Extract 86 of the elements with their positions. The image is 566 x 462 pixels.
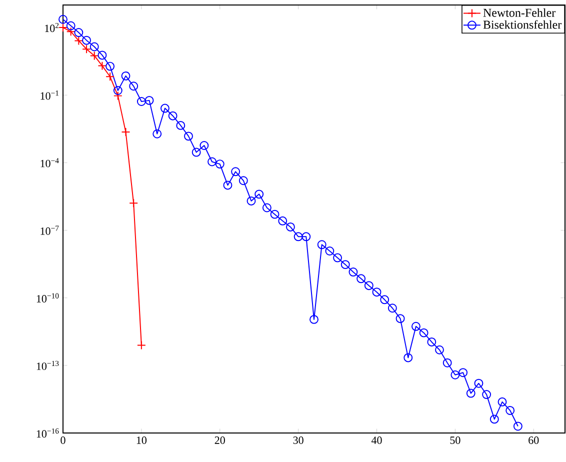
x-tick-label: 40 bbox=[371, 436, 382, 444]
point bbox=[106, 62, 115, 71]
point bbox=[136, 340, 146, 350]
y-tick-label: 10$^{−13}$ bbox=[36, 360, 59, 370]
point bbox=[82, 36, 92, 45]
y-tick-label: 10$^{−16}$ bbox=[36, 428, 59, 438]
point bbox=[160, 104, 170, 113]
point bbox=[136, 97, 146, 106]
point bbox=[372, 288, 382, 297]
point bbox=[294, 232, 303, 242]
x-tick-label: 50 bbox=[450, 436, 460, 444]
point bbox=[427, 337, 436, 346]
legend-label: Bisektionsfehler bbox=[483, 20, 562, 29]
point bbox=[74, 36, 84, 46]
point bbox=[466, 388, 476, 398]
point bbox=[246, 196, 256, 206]
x-tick-label: 0 bbox=[60, 436, 66, 444]
point bbox=[98, 61, 107, 70]
point bbox=[404, 353, 413, 362]
point bbox=[113, 86, 122, 95]
point bbox=[121, 128, 130, 136]
point bbox=[66, 27, 76, 36]
point bbox=[474, 378, 484, 388]
point bbox=[200, 141, 209, 150]
y-tick-label: 10$^{2}$ bbox=[45, 22, 59, 32]
point bbox=[356, 274, 366, 284]
point bbox=[129, 82, 138, 91]
point bbox=[396, 314, 405, 324]
point bbox=[208, 157, 217, 166]
x-tick-label: 20 bbox=[214, 436, 225, 444]
point bbox=[302, 232, 311, 242]
point bbox=[66, 21, 76, 30]
point bbox=[74, 28, 84, 38]
point bbox=[176, 120, 186, 130]
point bbox=[262, 203, 272, 212]
point bbox=[490, 414, 499, 424]
point bbox=[450, 370, 460, 380]
point bbox=[223, 180, 232, 190]
point bbox=[144, 96, 154, 105]
x-tick-label: 60 bbox=[528, 436, 539, 444]
point bbox=[58, 14, 68, 24]
y-tick-label: 10$^{−7}$ bbox=[40, 226, 59, 235]
point bbox=[113, 91, 122, 100]
y-tick-label: 10$^{−1}$ bbox=[40, 90, 59, 100]
point bbox=[238, 176, 248, 186]
point bbox=[388, 304, 397, 313]
point bbox=[442, 358, 452, 368]
point bbox=[498, 397, 507, 406]
point bbox=[270, 210, 280, 219]
point bbox=[58, 23, 68, 32]
point bbox=[411, 322, 420, 331]
point bbox=[184, 132, 193, 141]
point bbox=[192, 148, 201, 157]
point bbox=[129, 198, 138, 208]
point bbox=[506, 406, 515, 415]
point bbox=[435, 345, 444, 354]
point bbox=[231, 167, 240, 176]
point bbox=[317, 240, 326, 250]
legend-label: Newton-Fehler bbox=[483, 8, 556, 17]
point bbox=[286, 222, 295, 232]
point bbox=[458, 368, 468, 378]
point bbox=[340, 260, 350, 270]
point bbox=[364, 281, 374, 290]
point bbox=[215, 160, 224, 169]
point bbox=[254, 190, 264, 199]
y-tick-label: 10$^{−4}$ bbox=[40, 158, 59, 168]
point bbox=[310, 314, 318, 324]
point bbox=[90, 42, 99, 52]
point bbox=[121, 71, 130, 80]
point bbox=[333, 253, 342, 262]
point bbox=[513, 422, 522, 431]
point bbox=[106, 72, 115, 82]
point bbox=[325, 246, 334, 256]
point bbox=[278, 216, 288, 226]
point bbox=[380, 295, 390, 304]
point bbox=[482, 390, 492, 400]
point bbox=[348, 268, 358, 277]
point bbox=[90, 51, 99, 60]
point bbox=[168, 111, 178, 120]
point bbox=[98, 50, 107, 60]
point bbox=[419, 328, 428, 338]
x-tick-label: 10 bbox=[136, 436, 147, 444]
x-tick-label: 30 bbox=[293, 436, 304, 444]
point bbox=[82, 44, 92, 54]
y-tick-label: 10$^{−10}$ bbox=[36, 293, 59, 302]
point bbox=[152, 129, 162, 138]
